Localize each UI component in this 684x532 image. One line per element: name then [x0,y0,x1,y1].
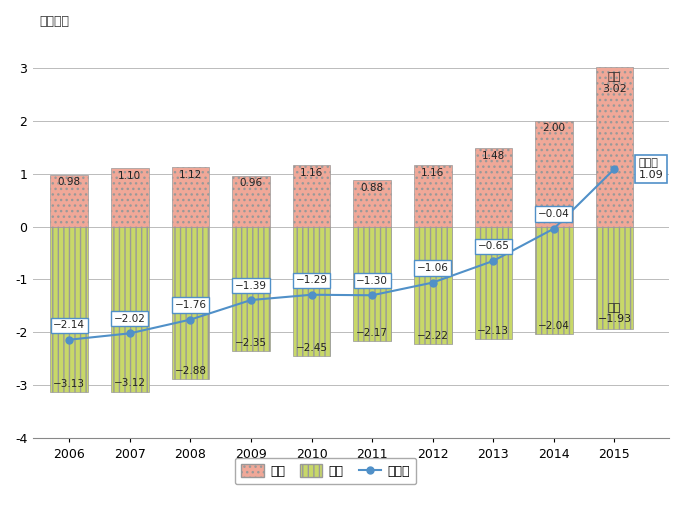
Bar [172,167,209,227]
Text: −2.04: −2.04 [538,321,570,331]
Text: （兆円）: （兆円） [39,15,69,28]
Bar [535,227,573,335]
Text: −3.12: −3.12 [114,378,146,388]
Bar [414,165,451,227]
Legend: 受取, 支払, ネット: 受取, 支払, ネット [235,458,416,484]
Bar [354,227,391,342]
Text: 1.16: 1.16 [421,168,445,178]
Text: −2.22: −2.22 [417,331,449,341]
Bar [414,227,451,344]
Bar [51,227,88,392]
Text: −2.14: −2.14 [53,320,86,330]
Text: 受取
3.02: 受取 3.02 [602,72,627,94]
Text: −1.76: −1.76 [174,300,207,310]
Text: 2.00: 2.00 [542,123,566,134]
Text: −1.29: −1.29 [295,275,328,285]
Text: −2.88: −2.88 [174,365,207,376]
Text: 支払
−1.93: 支払 −1.93 [597,303,631,325]
Bar [111,227,148,392]
Text: −2.17: −2.17 [356,328,388,338]
Text: 1.12: 1.12 [179,170,202,180]
Text: −2.45: −2.45 [295,343,328,353]
Text: −1.06: −1.06 [417,263,449,273]
Bar [475,227,512,339]
Bar [293,165,330,227]
Text: −1.30: −1.30 [356,276,388,286]
Bar [51,174,88,227]
Text: −0.04: −0.04 [538,209,570,219]
Bar [596,227,633,329]
Text: 1.48: 1.48 [482,151,505,161]
Text: −2.13: −2.13 [477,326,510,336]
Text: 0.88: 0.88 [360,182,384,193]
Text: 1.16: 1.16 [300,168,324,178]
Bar [475,148,512,227]
Text: −2.02: −2.02 [114,314,146,324]
Text: 0.98: 0.98 [57,177,81,187]
Bar [596,66,633,227]
Text: −3.13: −3.13 [53,379,86,389]
Text: −0.65: −0.65 [477,242,510,251]
Text: −2.35: −2.35 [235,338,267,347]
Bar [535,121,573,227]
Bar [233,227,269,351]
Bar [111,168,148,227]
Bar [172,227,209,379]
Text: −1.39: −1.39 [235,280,267,290]
Bar [293,227,330,356]
Text: ネット
1.09: ネット 1.09 [639,158,663,180]
Bar [354,180,391,227]
Text: 0.96: 0.96 [239,178,263,188]
Text: 1.10: 1.10 [118,171,142,181]
Bar [233,176,269,227]
